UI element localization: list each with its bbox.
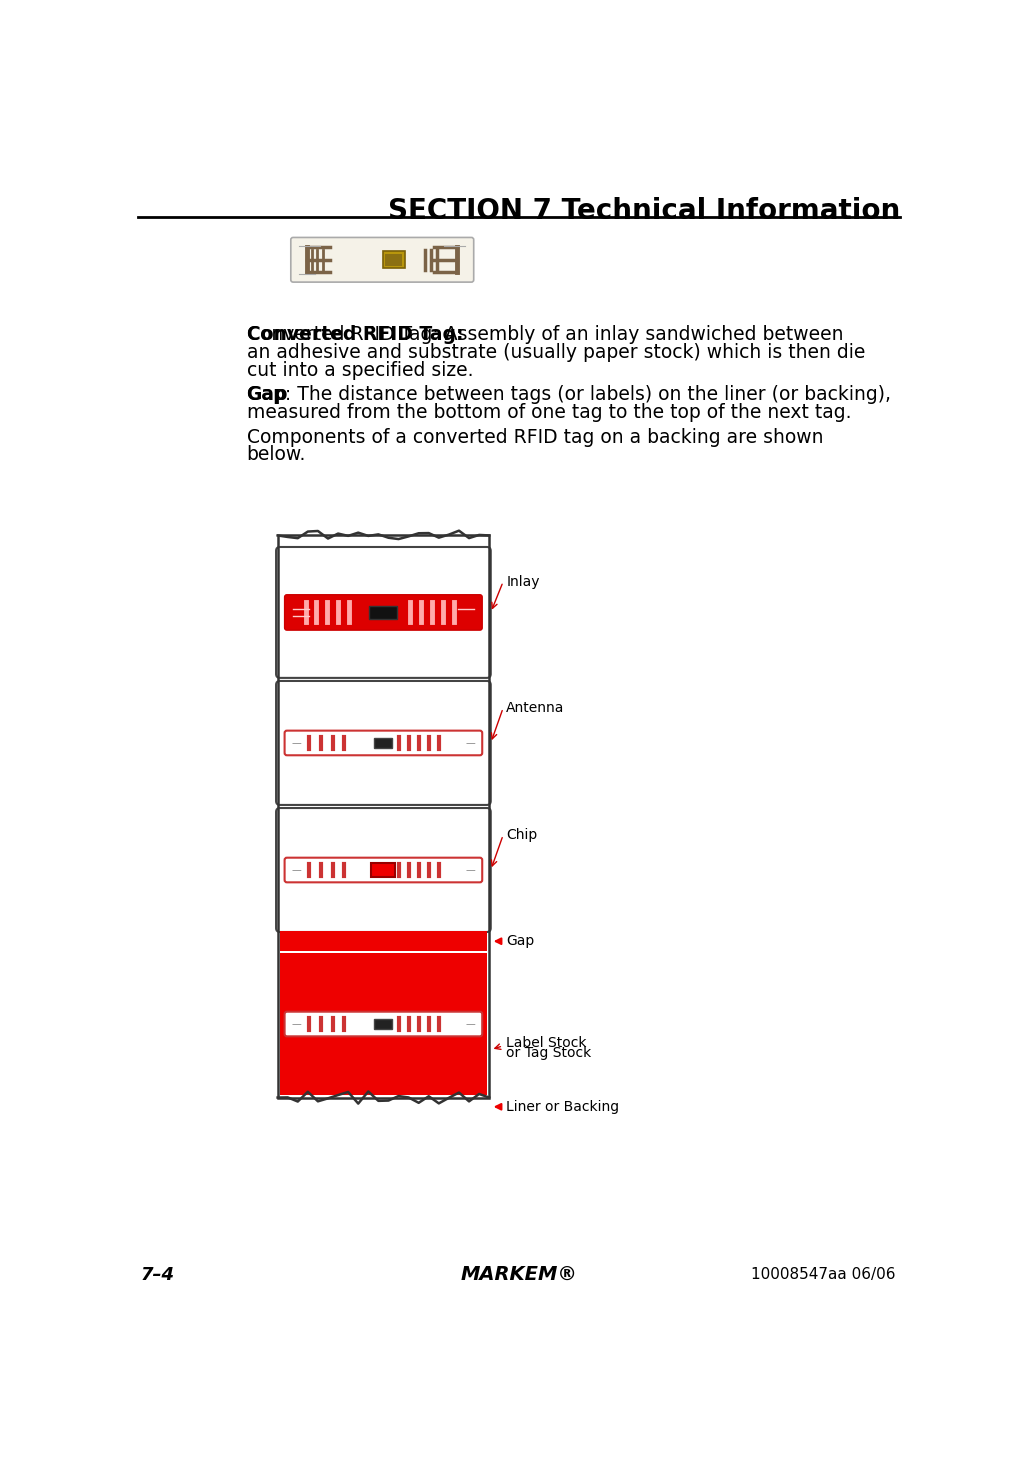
Bar xyxy=(370,864,395,877)
Text: 10008547aa 06/06: 10008547aa 06/06 xyxy=(750,1266,895,1282)
Bar xyxy=(277,535,488,1145)
FancyBboxPatch shape xyxy=(276,808,490,932)
Bar xyxy=(280,931,486,951)
FancyBboxPatch shape xyxy=(290,238,473,282)
Text: measured from the bottom of one tag to the top of the next tag.: measured from the bottom of one tag to t… xyxy=(247,403,850,422)
Text: Antenna: Antenna xyxy=(506,700,564,715)
Text: —: — xyxy=(291,865,301,875)
Text: Converted RFID Tag:: Converted RFID Tag: xyxy=(247,325,463,344)
Bar xyxy=(369,605,396,620)
Text: Chip: Chip xyxy=(506,827,537,842)
Bar xyxy=(373,1018,392,1030)
Text: or Tag Stock: or Tag Stock xyxy=(506,1046,590,1061)
Text: —: — xyxy=(291,738,301,748)
Text: 7–4: 7–4 xyxy=(141,1265,174,1284)
Text: an adhesive and substrate (usually paper stock) which is then die: an adhesive and substrate (usually paper… xyxy=(247,343,864,362)
FancyBboxPatch shape xyxy=(284,1011,482,1036)
Text: Converted RFID Tag: Assembly of an inlay sandwiched between: Converted RFID Tag: Assembly of an inlay… xyxy=(247,325,842,344)
FancyBboxPatch shape xyxy=(276,681,490,805)
Text: —: — xyxy=(465,1018,475,1029)
Text: SECTION 7 Technical Information: SECTION 7 Technical Information xyxy=(387,197,899,225)
Text: cut into a specified size.: cut into a specified size. xyxy=(247,360,473,379)
Text: Label Stock: Label Stock xyxy=(506,1036,586,1049)
Text: Components of a converted RFID tag on a backing are shown: Components of a converted RFID tag on a … xyxy=(247,427,822,446)
Text: Liner or Backing: Liner or Backing xyxy=(506,1100,619,1113)
Text: —: — xyxy=(291,1018,301,1029)
Bar xyxy=(385,254,402,266)
FancyBboxPatch shape xyxy=(284,731,482,756)
FancyBboxPatch shape xyxy=(284,595,482,630)
Text: Gap: The distance between tags (or labels) on the liner (or backing),: Gap: The distance between tags (or label… xyxy=(247,385,890,404)
Bar xyxy=(373,738,392,748)
Bar xyxy=(277,535,488,1097)
FancyBboxPatch shape xyxy=(276,547,490,678)
FancyBboxPatch shape xyxy=(284,858,482,883)
Text: Inlay: Inlay xyxy=(506,575,539,588)
Bar xyxy=(382,251,404,268)
Text: below.: below. xyxy=(247,445,305,464)
Text: Gap: Gap xyxy=(247,385,288,404)
Text: MARKEM®: MARKEM® xyxy=(460,1265,576,1284)
Text: —: — xyxy=(465,738,475,748)
Text: Gap: Gap xyxy=(506,934,534,948)
Bar xyxy=(280,953,486,1096)
Text: —: — xyxy=(465,865,475,875)
